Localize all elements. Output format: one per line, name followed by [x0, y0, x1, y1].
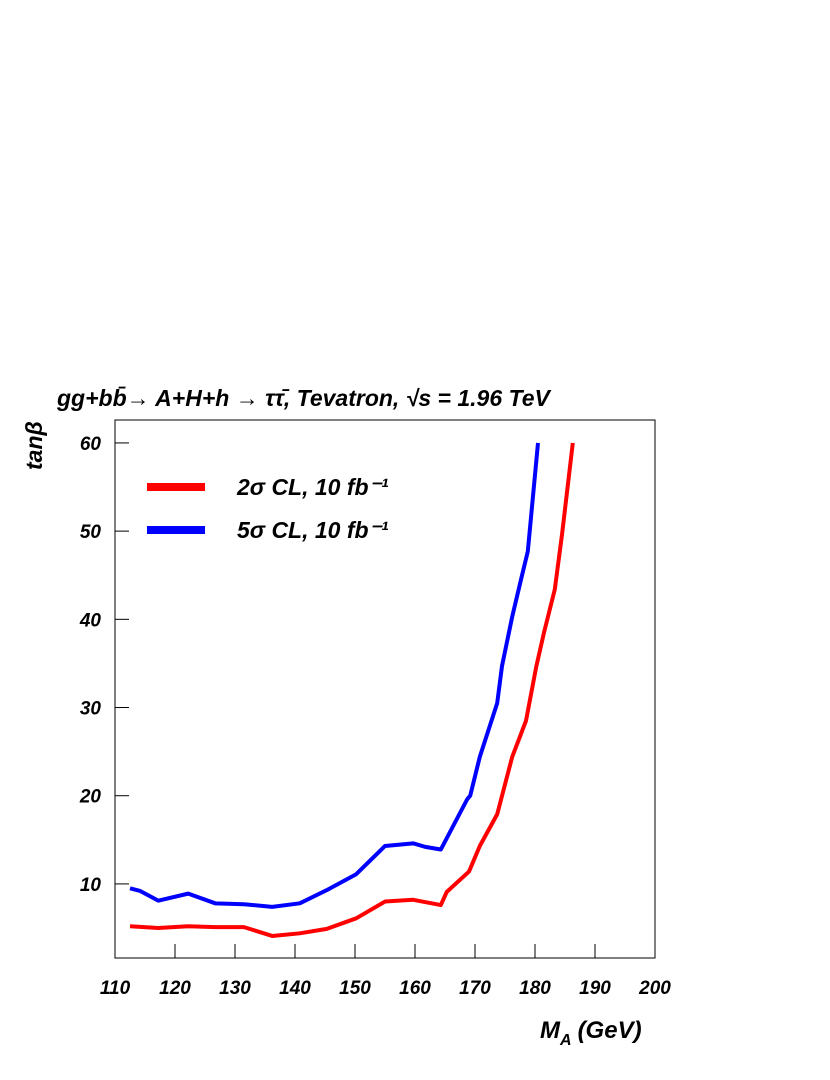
legend-label: 5σ CL, 10 fb⁻¹: [237, 517, 389, 543]
x-label-main: M: [540, 1017, 561, 1044]
y-tick-label: 60: [80, 434, 102, 455]
y-tick-label: 40: [79, 610, 102, 631]
y-tick-label: 10: [80, 875, 102, 896]
x-tick-label: 120: [159, 978, 191, 999]
x-tick-label: 150: [339, 978, 371, 999]
y-axis-label: tanβ: [21, 421, 47, 470]
x-tick-label: 190: [579, 978, 611, 999]
x-axis-label: MA (GeV): [540, 1017, 642, 1049]
x-label-unit: (GeV): [578, 1017, 642, 1044]
y-tick-label: 30: [80, 699, 102, 720]
x-tick-label: 180: [519, 978, 551, 999]
legend-label: 2σ CL, 10 fb⁻¹: [236, 474, 389, 500]
series-line: [129, 442, 540, 909]
y-tick-label: 20: [79, 787, 102, 808]
x-tick-label: 110: [100, 978, 131, 999]
plot-frame: [114, 419, 656, 959]
x-tick-label: 160: [399, 978, 431, 999]
x-tick-label: 170: [459, 978, 491, 999]
x-label-sub: A: [559, 1032, 572, 1049]
x-tick-label: 140: [279, 978, 311, 999]
x-tick-label: 200: [638, 978, 671, 999]
series-line: [129, 442, 575, 938]
x-tick-label: 130: [219, 978, 251, 999]
chart-title: gg+bb̄→ A+H+h → ττ̄, Tevatron, √s = 1.96…: [56, 385, 551, 411]
y-tick-label: 50: [80, 522, 102, 543]
